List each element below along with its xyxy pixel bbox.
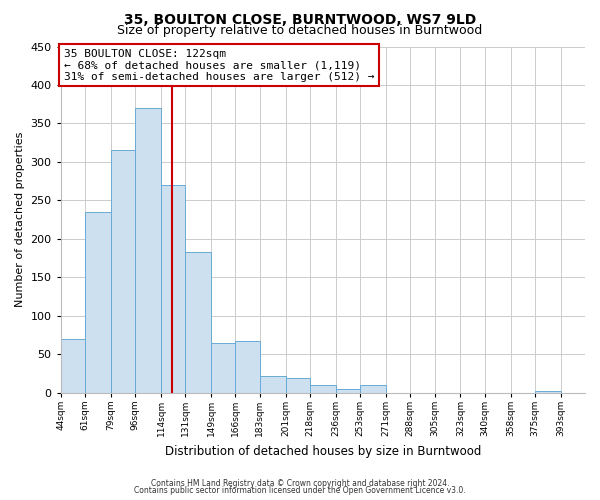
Bar — [211, 343, 235, 393]
Text: 35, BOULTON CLOSE, BURNTWOOD, WS7 9LD: 35, BOULTON CLOSE, BURNTWOOD, WS7 9LD — [124, 12, 476, 26]
Text: 35 BOULTON CLOSE: 122sqm
← 68% of detached houses are smaller (1,119)
31% of sem: 35 BOULTON CLOSE: 122sqm ← 68% of detach… — [64, 49, 374, 82]
Bar — [535, 390, 560, 393]
Bar — [111, 150, 135, 393]
Bar — [185, 252, 211, 393]
Bar — [135, 108, 161, 393]
Bar — [286, 378, 310, 393]
Bar — [61, 339, 85, 393]
Bar — [336, 389, 360, 393]
Y-axis label: Number of detached properties: Number of detached properties — [15, 132, 25, 308]
Bar — [161, 185, 185, 393]
Text: Contains HM Land Registry data © Crown copyright and database right 2024.: Contains HM Land Registry data © Crown c… — [151, 478, 449, 488]
Bar — [360, 385, 386, 393]
Bar — [85, 212, 111, 393]
Text: Size of property relative to detached houses in Burntwood: Size of property relative to detached ho… — [118, 24, 482, 37]
Text: Contains public sector information licensed under the Open Government Licence v3: Contains public sector information licen… — [134, 486, 466, 495]
X-axis label: Distribution of detached houses by size in Burntwood: Distribution of detached houses by size … — [164, 444, 481, 458]
Bar — [310, 385, 336, 393]
Bar — [260, 376, 286, 393]
Bar — [235, 340, 260, 393]
